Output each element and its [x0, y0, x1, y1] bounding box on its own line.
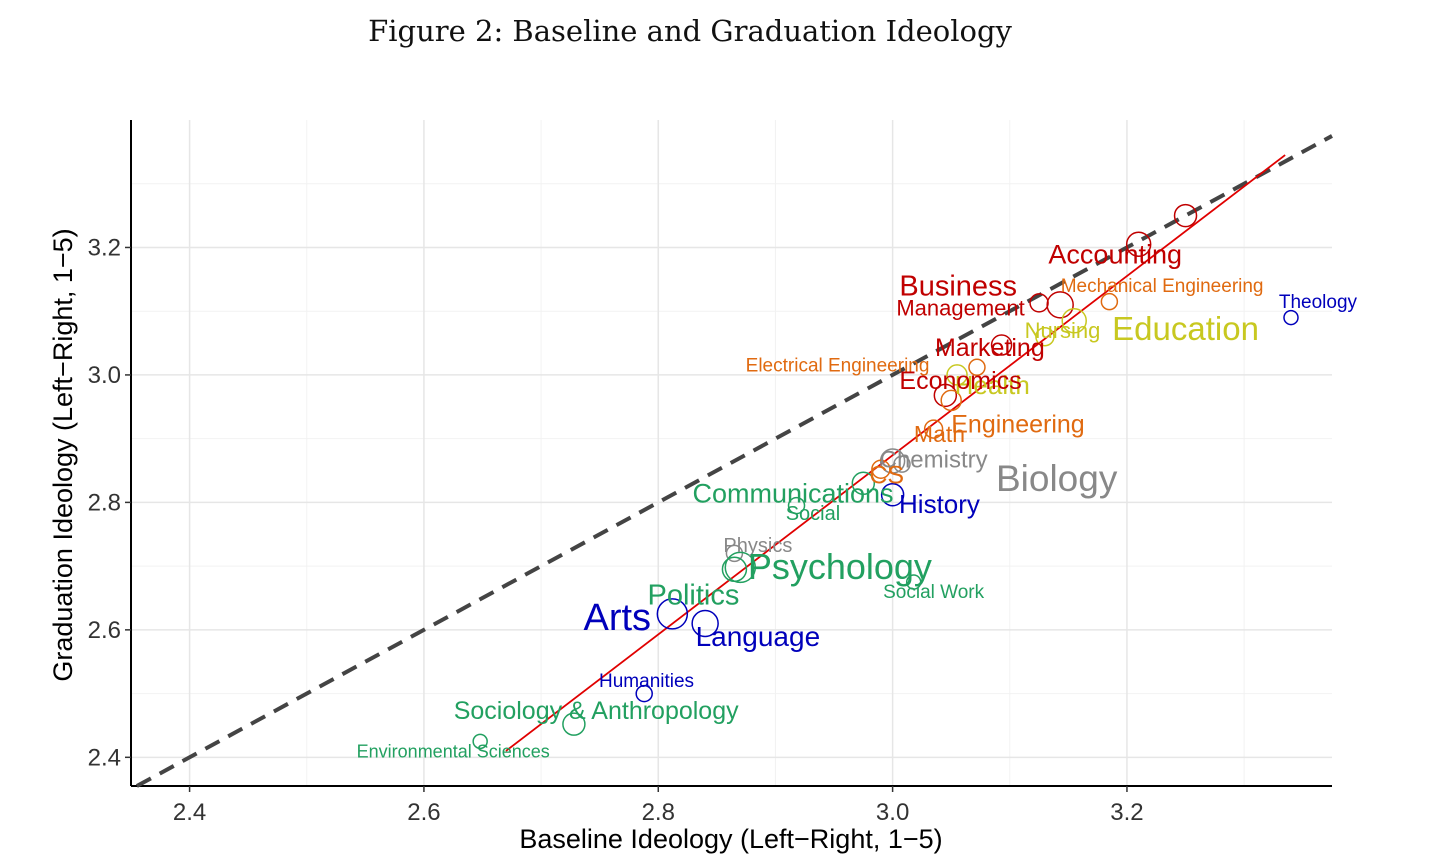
point-label: Environmental Sciences — [357, 741, 550, 761]
axes — [130, 120, 1332, 787]
data-point — [1035, 326, 1055, 347]
data-point — [990, 334, 1013, 356]
data-point — [721, 556, 748, 583]
point-label: Humanities — [599, 671, 694, 692]
x-tick-label: 3.0 — [876, 799, 909, 826]
point-label: Language — [696, 621, 821, 652]
point-label: Social Work — [883, 582, 985, 603]
point-label: Biology — [996, 458, 1118, 499]
y-axis-title: Graduation Ideology (Left−Right, 1−5) — [48, 228, 78, 681]
x-tick-label: 3.2 — [1110, 799, 1143, 826]
y-tick-label: 3.0 — [88, 362, 121, 389]
data-point — [1061, 308, 1087, 334]
point-label: History — [899, 489, 980, 519]
data-point — [1125, 231, 1152, 258]
data-point — [968, 358, 986, 377]
data-point — [940, 389, 962, 412]
data-point — [562, 712, 586, 736]
x-tick-label: 2.8 — [642, 799, 675, 826]
reference-line-45deg — [135, 134, 1333, 788]
y-tick-label: 3.2 — [88, 234, 121, 261]
data-point — [871, 459, 891, 480]
grid-minor — [131, 120, 1332, 786]
x-axis-title: Baseline Ideology (Left−Right, 1−5) — [519, 824, 942, 854]
data-point — [905, 574, 922, 590]
point-label: Accounting — [1048, 239, 1182, 269]
tick-labels: 2.4 2.6 2.8 3.0 3.2 2.4 2.6 2.8 3.0 3.2 — [88, 234, 1144, 826]
y-tick-label: 2.4 — [88, 744, 121, 771]
data-point — [851, 471, 876, 496]
data-point — [946, 364, 968, 386]
x-tick-label: 2.4 — [173, 799, 206, 826]
point-label: Management — [896, 296, 1024, 321]
point-label: Arts — [583, 597, 651, 639]
point-label: Chemistry — [880, 446, 988, 473]
point-label: CS — [869, 461, 904, 489]
point-label: Nursing — [1025, 318, 1101, 343]
data-point — [1283, 309, 1299, 326]
point-label: Education — [1112, 310, 1259, 347]
data-point — [893, 455, 911, 473]
point-label: Theology — [1279, 292, 1358, 313]
grid-major — [131, 120, 1332, 786]
data-point — [933, 383, 958, 408]
data-point — [656, 598, 689, 630]
data-point — [787, 496, 806, 515]
data-point — [472, 733, 488, 750]
x-tick-label: 2.6 — [407, 799, 440, 826]
data-point — [1029, 293, 1049, 313]
data-point — [635, 684, 653, 703]
trend-lines — [135, 134, 1333, 788]
point-label: Economics — [899, 367, 1021, 395]
point-label: Electrical Engineering — [746, 356, 930, 377]
data-point — [1100, 292, 1119, 311]
data-points — [472, 203, 1299, 750]
point-label: Psychology — [748, 546, 932, 587]
point-label: Engineering — [951, 410, 1084, 438]
data-point — [880, 482, 905, 507]
figure-title: Figure 2: Baseline and Graduation Ideolo… — [368, 14, 1012, 48]
point-label: Social — [786, 503, 840, 525]
fit-line — [505, 154, 1286, 752]
data-point — [1173, 203, 1198, 228]
data-point — [691, 609, 719, 638]
point-label: Health — [955, 370, 1030, 400]
point-label: Sociology & Anthropology — [454, 697, 739, 725]
point-label: Physics — [723, 535, 792, 557]
data-point — [724, 551, 757, 584]
point-label: Marketing — [935, 334, 1045, 362]
point-label: Mechanical Engineering — [1061, 276, 1264, 297]
data-point — [923, 419, 944, 439]
point-label: Business — [899, 270, 1017, 302]
data-point — [725, 544, 744, 563]
y-tick-label: 2.8 — [88, 489, 121, 516]
point-label: Politics — [647, 579, 739, 611]
point-label: Math — [914, 421, 965, 447]
y-tick-label: 2.6 — [88, 617, 121, 644]
point-label: Communications — [692, 478, 893, 508]
